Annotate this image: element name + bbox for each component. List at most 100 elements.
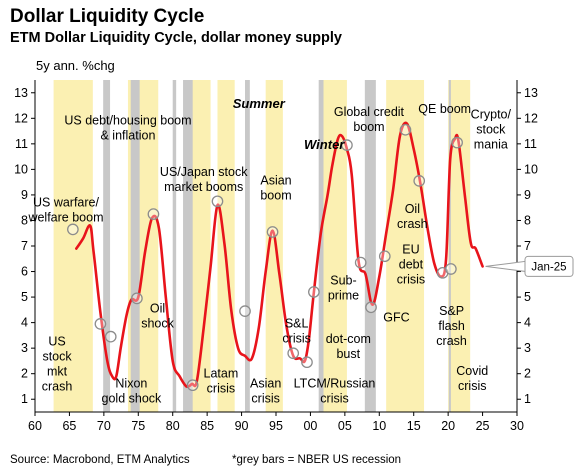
annotation-line: EU [402, 243, 419, 257]
annotation-us-japan: US/Japan stock market booms [160, 165, 248, 194]
annotation-line: crisis [320, 392, 348, 406]
annotation-us-warfare: US warfare/welfare boom [27, 195, 103, 224]
recession-bar-1 [130, 80, 140, 412]
y-tick-label-right-11: 11 [524, 137, 537, 151]
recession-bar-3 [183, 80, 193, 412]
annotation-asian-crisis: Asian crisis [250, 377, 281, 406]
y-tick-label-right-12: 12 [524, 111, 538, 125]
liquidity-cycle-line [75, 121, 484, 389]
annotation-line: crisis [397, 273, 425, 287]
x-tick-label-2025: 25 [476, 419, 490, 433]
marker-m-subprime [354, 256, 367, 269]
annotation-latam: Latam crisis [204, 367, 239, 396]
x-tick-label-1975: 75 [131, 419, 145, 433]
annotation-us-debt-housing: US debt/housing boom & inflation [64, 114, 191, 143]
marker-m-us-debt-housing [147, 208, 160, 220]
annotation-sub-prime: Sub-prime [328, 273, 359, 302]
annotation-line: Sub- [330, 273, 356, 287]
recession-bar-6 [364, 80, 376, 412]
recession-bar-0 [103, 80, 111, 412]
marker-m-gfc [365, 301, 377, 314]
annotation-dotcom: dot-com bust [326, 332, 371, 361]
annotation-us-stock-crash: US stock mkt crash [42, 335, 73, 394]
annotation-line: Oil [405, 202, 420, 216]
annotation-line: prime [328, 288, 359, 302]
y-tick-label-right-13: 13 [524, 86, 538, 100]
marker-m-global-credit [341, 139, 353, 151]
end-label-pointer [485, 260, 526, 272]
annotation-line: S&P [439, 304, 464, 318]
annotation-line: crisis [207, 382, 235, 396]
end-label-text: Jan-25 [531, 261, 566, 273]
y-tick-label-right-4: 4 [524, 316, 531, 330]
y-tick-label-left-10: 10 [14, 162, 28, 176]
x-tick-label-2005: 05 [338, 419, 352, 433]
annotation-line: Oil [150, 301, 165, 315]
marker-m-nixon [104, 330, 117, 343]
y-tick-label-left-8: 8 [21, 213, 28, 227]
marker-m-crypto [451, 136, 463, 149]
annotation-line: Crypto/ [471, 107, 512, 121]
annotation-sp-flash: S&P flash crash [436, 304, 467, 348]
y-tick-label-left-1: 1 [21, 392, 28, 406]
annotation-line: crash [397, 217, 428, 231]
marker-m-sl-crisis [239, 305, 251, 317]
annotation-line: stock [476, 122, 506, 136]
y-tick-label-right-3: 3 [524, 341, 531, 355]
annotation-line: market booms [164, 180, 243, 194]
annotation-qe-boom: QE boom [418, 102, 471, 116]
y-tick-label-left-13: 13 [14, 86, 28, 100]
summer-band-3 [217, 80, 235, 412]
annotation-line: S&L [285, 317, 309, 331]
recession-bar-4 [245, 80, 250, 412]
x-tick-label-1970: 70 [97, 419, 111, 433]
y-axis-unit-label: 5y ann. %chg [36, 58, 115, 73]
marker-m-oil-shock [131, 292, 143, 305]
marker-m-eu-debt [378, 250, 391, 263]
y-tick-label-left-12: 12 [14, 111, 28, 125]
marker-m-asian-crisis [287, 347, 300, 360]
annotation-line: welfare boom [27, 210, 103, 224]
annotation-sl-crisis: S&L crisis [282, 317, 310, 346]
summer-band-7 [448, 80, 471, 412]
y-tick-label-left-7: 7 [21, 239, 28, 253]
annotation-covid: Covid crisis [456, 364, 488, 393]
annotation-line: Latam [204, 367, 239, 381]
axes: 1122334455667788991010111112121313606570… [14, 80, 538, 433]
chart-subtitle: ETM Dollar Liquidity Cycle, dollar money… [10, 30, 342, 46]
end-label-group: Jan-25 [485, 255, 574, 277]
x-tick-label-2000: 00 [303, 419, 317, 433]
annotation-line: US debt/housing boom [64, 114, 191, 128]
annotation-line: mania [474, 137, 508, 151]
annotation-line: crisis [458, 379, 486, 393]
annotation-line: Nixon [115, 377, 147, 391]
annotation-line: dot-com [326, 332, 371, 346]
marker-m-us-warfare [67, 223, 79, 236]
annotation-oil-crash: Oil crash [397, 202, 428, 231]
source-note: Source: Macrobond, ETM Analytics [10, 454, 190, 466]
y-tick-label-right-7: 7 [524, 239, 531, 253]
y-tick-label-left-4: 4 [21, 316, 28, 330]
x-tick-label-1965: 65 [62, 419, 76, 433]
annotation-line: crisis [282, 332, 310, 346]
annotation-ltcm: LTCM/Russian crisis [294, 377, 376, 406]
x-tick-label-1985: 85 [200, 419, 214, 433]
annotation-line: US warfare/ [33, 195, 100, 209]
annotation-gfc: GFC [383, 310, 409, 324]
annotation-line: Asian [250, 377, 281, 391]
x-tick-label-1990: 90 [235, 419, 249, 433]
season-label-summer: Summer [233, 96, 286, 111]
annotation-line: Global credit [334, 105, 405, 119]
y-tick-label-right-1: 1 [524, 392, 531, 406]
annotation-line: US [48, 335, 65, 349]
annotation-line: flash [438, 319, 464, 333]
y-tick-label-left-9: 9 [21, 188, 28, 202]
annotation-line: crash [42, 380, 73, 394]
marker-m-ltcm [301, 356, 313, 369]
marker-m-latam [186, 379, 199, 392]
annotation-line: QE boom [418, 102, 471, 116]
annotation-line: stock [42, 350, 72, 364]
summer-band-4 [265, 80, 283, 412]
x-tick-label-1980: 80 [166, 419, 180, 433]
y-tick-label-right-9: 9 [524, 188, 531, 202]
